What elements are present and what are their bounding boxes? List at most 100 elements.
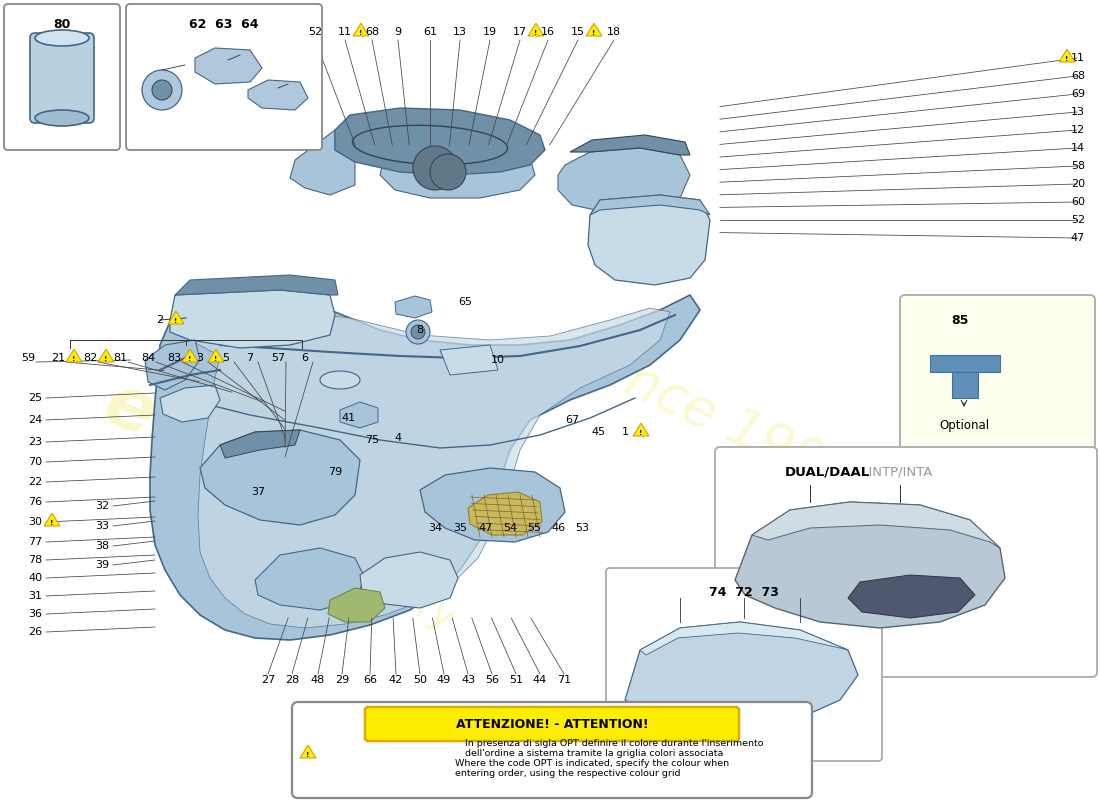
- Polygon shape: [379, 148, 535, 198]
- Text: 67: 67: [565, 415, 579, 425]
- Text: 82: 82: [82, 353, 97, 363]
- Text: 57: 57: [271, 353, 285, 363]
- Text: !: !: [51, 520, 54, 526]
- Text: 70: 70: [28, 457, 42, 467]
- Text: 25: 25: [28, 393, 42, 403]
- Polygon shape: [352, 126, 507, 165]
- Text: 51: 51: [509, 675, 522, 685]
- Text: 37: 37: [251, 487, 265, 497]
- Polygon shape: [168, 311, 184, 324]
- Text: !: !: [214, 356, 218, 362]
- FancyBboxPatch shape: [900, 295, 1094, 450]
- Text: 65: 65: [458, 297, 472, 307]
- Polygon shape: [66, 349, 82, 362]
- Polygon shape: [200, 430, 360, 525]
- Text: 53: 53: [575, 523, 589, 533]
- Polygon shape: [190, 308, 670, 628]
- Text: ATTENZIONE! - ATTENTION!: ATTENZIONE! - ATTENTION!: [455, 718, 648, 730]
- Polygon shape: [255, 548, 365, 610]
- Ellipse shape: [35, 30, 89, 46]
- Text: 48: 48: [311, 675, 326, 685]
- Text: 13: 13: [453, 27, 468, 37]
- Text: 56: 56: [485, 675, 499, 685]
- Text: 33: 33: [95, 521, 109, 531]
- Text: 43: 43: [461, 675, 475, 685]
- Polygon shape: [1059, 50, 1075, 62]
- Text: 80: 80: [53, 18, 70, 30]
- Text: 46: 46: [551, 523, 565, 533]
- Text: 50: 50: [412, 675, 427, 685]
- Polygon shape: [98, 349, 114, 362]
- Text: 6: 6: [301, 353, 308, 363]
- Text: 29: 29: [334, 675, 349, 685]
- Polygon shape: [952, 372, 978, 398]
- Text: 16: 16: [541, 27, 556, 37]
- Text: 32: 32: [95, 501, 109, 511]
- Text: 47: 47: [478, 523, 493, 533]
- Polygon shape: [558, 148, 690, 212]
- FancyBboxPatch shape: [292, 702, 812, 798]
- Polygon shape: [632, 423, 649, 436]
- FancyBboxPatch shape: [715, 447, 1097, 677]
- Text: 58: 58: [1071, 161, 1085, 171]
- Text: 74  72  73: 74 72 73: [710, 586, 779, 598]
- Polygon shape: [208, 349, 224, 362]
- Text: 23: 23: [28, 437, 42, 447]
- Text: 5: 5: [222, 353, 230, 363]
- Text: 54: 54: [503, 523, 517, 533]
- Polygon shape: [336, 108, 544, 175]
- Text: 49: 49: [437, 675, 451, 685]
- Polygon shape: [150, 295, 700, 640]
- Text: 4: 4: [395, 433, 402, 443]
- Text: 38: 38: [95, 541, 109, 551]
- Polygon shape: [170, 290, 336, 348]
- Text: 36: 36: [28, 609, 42, 619]
- Polygon shape: [300, 746, 316, 758]
- Text: 8: 8: [417, 325, 424, 335]
- Polygon shape: [328, 588, 385, 622]
- Text: 2: 2: [156, 315, 164, 325]
- FancyBboxPatch shape: [126, 4, 322, 150]
- Polygon shape: [175, 275, 338, 295]
- Polygon shape: [195, 48, 262, 84]
- Text: !: !: [1066, 56, 1068, 62]
- Polygon shape: [160, 385, 220, 422]
- Text: 7: 7: [246, 353, 254, 363]
- Text: 52: 52: [1071, 215, 1085, 225]
- Text: 26: 26: [28, 627, 42, 637]
- Text: 69: 69: [1071, 89, 1085, 99]
- Polygon shape: [44, 514, 60, 526]
- Text: 13: 13: [1071, 107, 1085, 117]
- Text: !: !: [360, 30, 363, 36]
- Text: !: !: [535, 30, 538, 36]
- Text: 52: 52: [308, 27, 322, 37]
- Text: !: !: [188, 356, 191, 362]
- Ellipse shape: [35, 110, 89, 126]
- Text: DUAL/DAAL: DUAL/DAAL: [785, 466, 870, 478]
- Text: 1: 1: [621, 427, 628, 437]
- Text: entering order, using the respective colour grid: entering order, using the respective col…: [455, 770, 681, 778]
- Text: !: !: [104, 356, 108, 362]
- Text: Optional: Optional: [939, 418, 989, 431]
- Text: 20: 20: [1071, 179, 1085, 189]
- Text: since 1985: since 1985: [579, 336, 861, 504]
- Text: 68: 68: [1071, 71, 1085, 81]
- Polygon shape: [528, 23, 544, 36]
- Text: 83: 83: [167, 353, 182, 363]
- Polygon shape: [145, 340, 200, 390]
- Polygon shape: [640, 622, 848, 655]
- Circle shape: [411, 325, 425, 339]
- Circle shape: [142, 70, 182, 110]
- Text: 41: 41: [341, 413, 355, 423]
- Text: 84: 84: [141, 353, 155, 363]
- Text: 61: 61: [424, 27, 437, 37]
- Polygon shape: [290, 130, 355, 195]
- Text: !: !: [175, 318, 177, 324]
- Text: 45: 45: [591, 427, 605, 437]
- Text: 9: 9: [395, 27, 402, 37]
- Polygon shape: [586, 23, 602, 36]
- Text: 31: 31: [28, 591, 42, 601]
- Text: 27: 27: [261, 675, 275, 685]
- Text: 30: 30: [28, 517, 42, 527]
- FancyBboxPatch shape: [606, 568, 882, 761]
